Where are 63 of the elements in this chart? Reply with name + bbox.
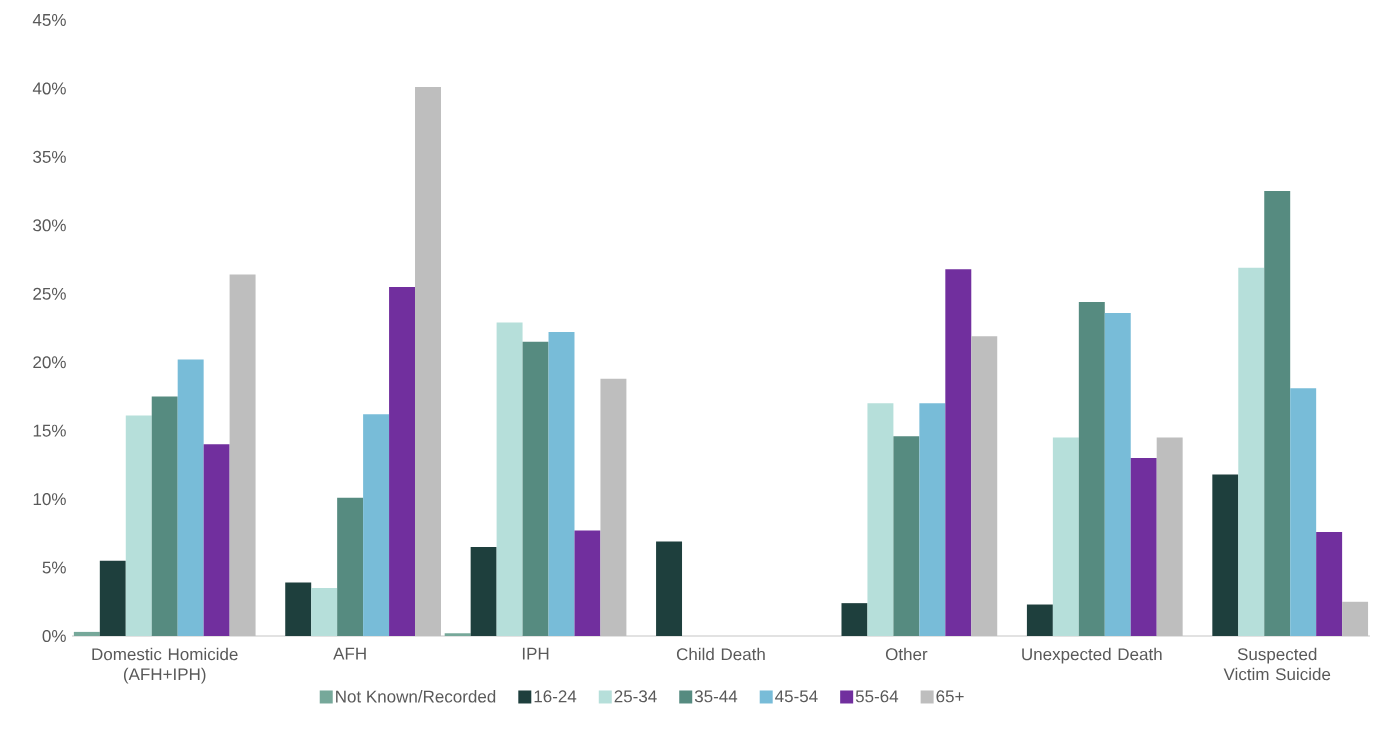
bar [945,269,972,636]
y-tick-label: 45% [32,14,66,26]
bar [841,603,868,636]
bar [415,87,441,636]
x-tick-label: Unexpected Death [1022,647,1162,664]
bar [1342,601,1369,636]
bar [893,436,920,636]
x-tick-label: IPH [522,647,549,660]
bar [496,322,523,636]
bar [548,332,575,636]
bar [389,286,416,636]
bar [1026,604,1053,636]
bar [444,633,471,636]
legend-label: 25-34 [614,690,657,703]
bar [470,547,497,636]
bar [125,415,152,636]
bar [1238,267,1265,636]
legend-label: 45-54 [775,690,818,703]
bar [337,497,364,636]
y-tick-label: 15% [33,424,66,437]
bar [151,396,178,636]
bar [363,414,390,636]
x-tick-label: Suspected Victim Suicide [1223,647,1331,681]
bar [867,403,894,636]
bar [1052,437,1079,636]
bar [177,359,204,636]
bar [311,588,338,636]
bar [203,444,230,636]
x-tick-label: Other [885,647,928,661]
bar [1316,531,1343,636]
bar [73,631,100,636]
x-tick-label: Domestic Homicide (AFH+IPH) [92,647,238,684]
x-tick-label: Child Death [676,647,765,661]
bar [1264,191,1291,636]
bar [600,378,627,636]
y-tick-label: 10% [33,493,66,506]
bar [1156,437,1183,636]
y-tick-label: 5% [42,561,66,574]
legend-label: 65+ [936,690,964,703]
bar [1104,312,1131,636]
bar [1290,388,1317,636]
bar [285,582,312,636]
legend-label: 16-24 [534,690,577,703]
bar [656,541,683,636]
bar [1130,458,1157,636]
y-tick-label: 20% [33,356,66,369]
y-tick-label: 0% [42,629,66,643]
bar [1212,474,1239,636]
x-tick-label: AFH [333,647,366,660]
bar [229,274,256,636]
bar [1078,301,1105,636]
y-tick-label: 30% [33,219,66,232]
y-tick-label: 40% [32,82,66,95]
y-tick-label: 35% [33,150,66,163]
bar [99,560,126,636]
legend-label: 55-64 [855,690,899,703]
bar [574,530,601,636]
legend-label: Not Known/Recorded [336,690,496,703]
bar [919,403,946,636]
y-tick-label: 25% [33,287,66,300]
legend-label: 35-44 [694,690,738,703]
bar [971,336,998,636]
bar [522,341,549,636]
